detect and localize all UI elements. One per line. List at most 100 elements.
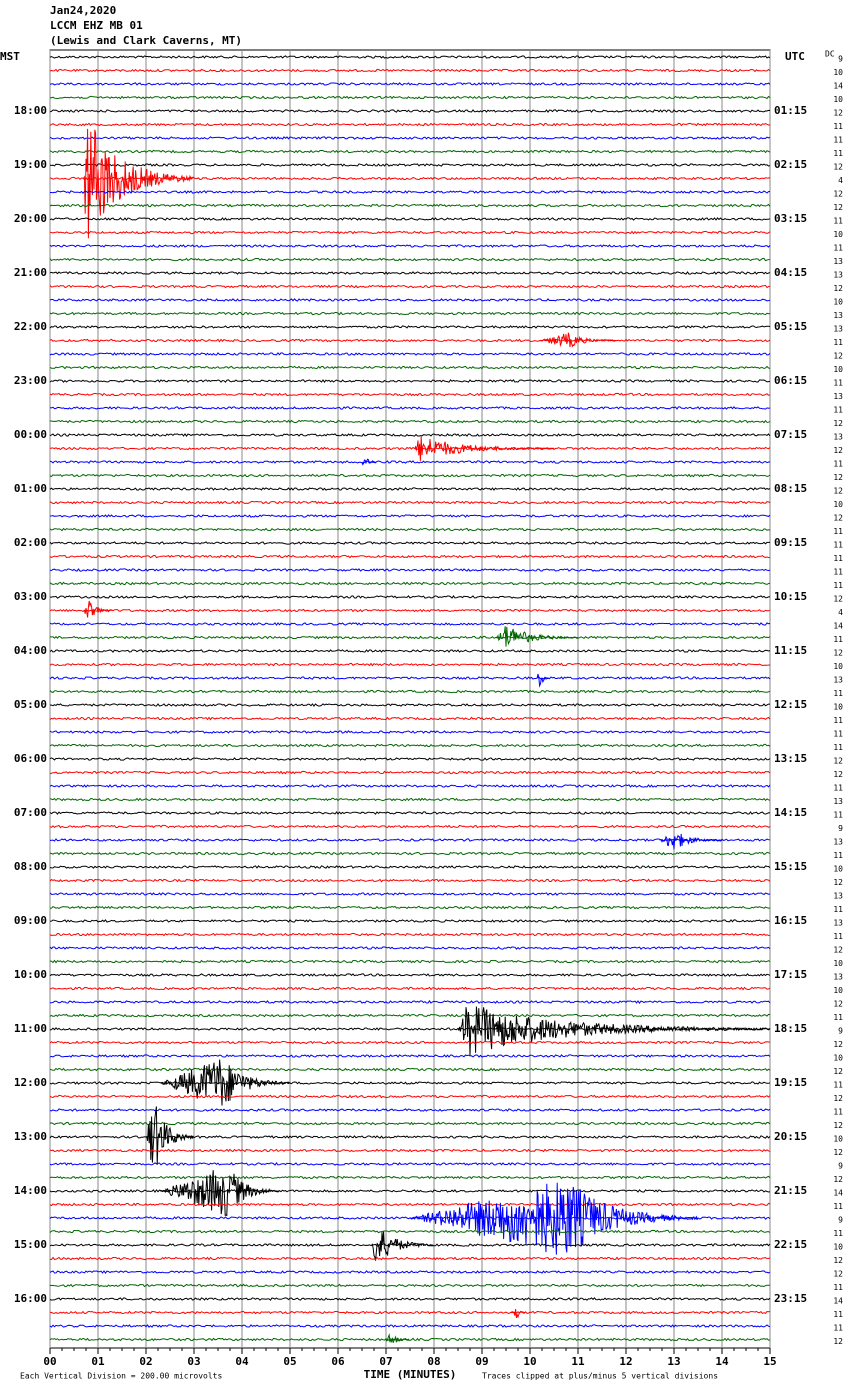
dc-value: 12 (833, 1337, 843, 1346)
left-time-label: 01:00 (14, 482, 47, 495)
dc-value: 12 (833, 473, 843, 482)
right-axis-label: UTC (785, 50, 805, 63)
trace (49, 1108, 771, 1112)
dc-value: 13 (833, 271, 843, 280)
trace (49, 244, 771, 248)
title-date: Jan24,2020 (50, 4, 116, 17)
dc-value: 11 (833, 730, 843, 739)
trace (49, 365, 771, 370)
left-time-label: 02:00 (14, 536, 47, 549)
dc-value: 10 (833, 1243, 843, 1252)
dc-value: 11 (833, 932, 843, 941)
trace (49, 743, 771, 748)
trace (49, 149, 771, 154)
trace (49, 986, 771, 991)
right-time-label: 18:15 (774, 1022, 807, 1035)
trace (49, 392, 771, 397)
right-time-label: 23:15 (774, 1292, 807, 1305)
dc-value: 11 (833, 122, 843, 131)
trace (49, 541, 770, 545)
scale-note: Each Vertical Division = 200.00 microvol… (20, 1372, 222, 1381)
dc-value: 11 (833, 1283, 843, 1292)
dc-value: 10 (833, 500, 843, 509)
dc-value: 10 (833, 1054, 843, 1063)
trace (49, 622, 771, 626)
dc-value: 13 (833, 797, 843, 806)
dc-value: 11 (833, 784, 843, 793)
seismic-event (145, 1106, 194, 1165)
trace (49, 257, 771, 262)
x-tick-label: 04 (235, 1355, 249, 1368)
trace (49, 500, 771, 505)
trace (49, 55, 771, 59)
dc-value: 13 (833, 392, 843, 401)
dc-value: 13 (833, 973, 843, 982)
trace (49, 460, 771, 464)
trace (49, 230, 771, 235)
dc-value: 11 (833, 851, 843, 860)
dc-value: 11 (833, 689, 843, 698)
right-time-label: 21:15 (774, 1184, 807, 1197)
trace (49, 689, 771, 694)
x-tick-label: 14 (715, 1355, 729, 1368)
left-time-label: 14:00 (14, 1184, 47, 1197)
seismic-event (160, 1059, 290, 1106)
trace (49, 1081, 771, 1085)
dc-value: 11 (833, 743, 843, 752)
trace (49, 1202, 771, 1207)
left-axis-label: MST (0, 50, 20, 63)
dc-value: 12 (833, 109, 843, 118)
trace (50, 595, 771, 599)
dc-value: 12 (833, 446, 843, 455)
trace (49, 1054, 771, 1058)
trace (49, 473, 771, 478)
left-time-label: 00:00 (14, 428, 47, 441)
seismic-event (160, 1170, 280, 1217)
dc-value: 12 (833, 1121, 843, 1130)
dc-value: 12 (833, 284, 843, 293)
dc-value: 10 (833, 230, 843, 239)
dc-value: 11 (833, 811, 843, 820)
dc-value: 11 (833, 1202, 843, 1211)
dc-value: 10 (833, 865, 843, 874)
trace (49, 635, 771, 640)
trace (49, 311, 771, 316)
dc-value: 12 (833, 1040, 843, 1049)
trace (49, 959, 771, 964)
trace (49, 892, 771, 896)
trace (49, 298, 771, 302)
dc-value: 13 (833, 892, 843, 901)
right-time-label: 11:15 (774, 644, 807, 657)
trace (49, 1337, 771, 1342)
dc-value: 13 (833, 919, 843, 928)
trace (49, 1297, 771, 1301)
dc-value: 4 (838, 608, 843, 617)
x-tick-label: 02 (139, 1355, 152, 1368)
dc-value: 11 (833, 541, 843, 550)
dc-value: 12 (833, 1175, 843, 1184)
trace (49, 446, 771, 451)
trace (49, 136, 771, 140)
trace (49, 878, 771, 883)
dc-value: 9 (838, 1162, 843, 1171)
trace (49, 1310, 771, 1315)
dc-value: 11 (833, 635, 843, 644)
dc-value: 12 (833, 1000, 843, 1009)
left-time-label: 22:00 (14, 320, 47, 333)
right-time-label: 16:15 (774, 914, 807, 927)
dc-value: 12 (833, 946, 843, 955)
right-time-label: 20:15 (774, 1130, 807, 1143)
dc-value: 11 (833, 568, 843, 577)
trace (49, 514, 771, 518)
trace (49, 676, 771, 680)
seismic-event (496, 626, 579, 647)
trace (49, 1067, 771, 1072)
x-axis-label: TIME (MINUTES) (364, 1368, 457, 1381)
title-location: (Lewis and Clark Caverns, MT) (50, 34, 242, 47)
dc-value: 11 (833, 244, 843, 253)
right-time-label: 13:15 (774, 752, 807, 765)
x-tick-label: 01 (91, 1355, 105, 1368)
trace (49, 946, 771, 950)
dc-value: 14 (833, 1297, 843, 1306)
